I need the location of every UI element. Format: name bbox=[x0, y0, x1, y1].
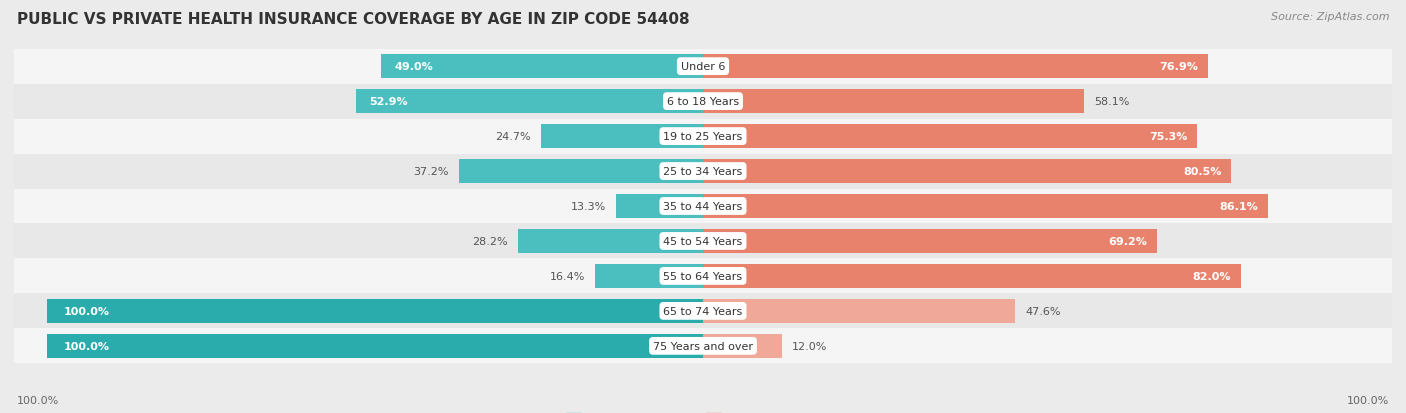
Bar bbox=[595, 264, 703, 288]
Text: 28.2%: 28.2% bbox=[472, 236, 508, 247]
Bar bbox=[14, 119, 1392, 154]
Bar bbox=[703, 55, 1208, 79]
Text: 100.0%: 100.0% bbox=[1347, 395, 1389, 405]
Bar bbox=[703, 230, 1157, 253]
Text: Source: ZipAtlas.com: Source: ZipAtlas.com bbox=[1271, 12, 1389, 22]
Text: 86.1%: 86.1% bbox=[1219, 202, 1258, 211]
Bar bbox=[703, 264, 1241, 288]
Bar bbox=[703, 195, 1268, 218]
Bar bbox=[703, 90, 1084, 114]
Bar bbox=[517, 230, 703, 253]
Text: 58.1%: 58.1% bbox=[1094, 97, 1129, 107]
Text: 16.4%: 16.4% bbox=[550, 271, 585, 281]
Text: 25 to 34 Years: 25 to 34 Years bbox=[664, 166, 742, 177]
Text: 100.0%: 100.0% bbox=[17, 395, 59, 405]
Bar bbox=[703, 334, 782, 358]
Bar bbox=[14, 329, 1392, 363]
Text: 69.2%: 69.2% bbox=[1108, 236, 1147, 247]
Text: 12.0%: 12.0% bbox=[792, 341, 827, 351]
Text: 47.6%: 47.6% bbox=[1025, 306, 1060, 316]
Text: 100.0%: 100.0% bbox=[63, 341, 110, 351]
Text: 76.9%: 76.9% bbox=[1159, 62, 1198, 72]
Bar bbox=[14, 259, 1392, 294]
Bar bbox=[703, 125, 1197, 149]
Text: 80.5%: 80.5% bbox=[1182, 166, 1222, 177]
Text: 75 Years and over: 75 Years and over bbox=[652, 341, 754, 351]
Bar bbox=[703, 160, 1232, 183]
Text: 49.0%: 49.0% bbox=[395, 62, 433, 72]
Bar bbox=[458, 160, 703, 183]
Text: Under 6: Under 6 bbox=[681, 62, 725, 72]
Text: 52.9%: 52.9% bbox=[368, 97, 408, 107]
Bar bbox=[14, 224, 1392, 259]
Text: 82.0%: 82.0% bbox=[1192, 271, 1232, 281]
Bar bbox=[46, 334, 703, 358]
Text: 100.0%: 100.0% bbox=[63, 306, 110, 316]
Text: 24.7%: 24.7% bbox=[495, 132, 531, 142]
Bar bbox=[14, 154, 1392, 189]
Bar bbox=[14, 189, 1392, 224]
Text: 75.3%: 75.3% bbox=[1149, 132, 1187, 142]
Text: 37.2%: 37.2% bbox=[413, 166, 449, 177]
Bar bbox=[46, 299, 703, 323]
Bar bbox=[616, 195, 703, 218]
Bar bbox=[14, 50, 1392, 84]
Bar bbox=[703, 299, 1015, 323]
Text: 13.3%: 13.3% bbox=[571, 202, 606, 211]
Text: PUBLIC VS PRIVATE HEALTH INSURANCE COVERAGE BY AGE IN ZIP CODE 54408: PUBLIC VS PRIVATE HEALTH INSURANCE COVER… bbox=[17, 12, 689, 27]
Text: 6 to 18 Years: 6 to 18 Years bbox=[666, 97, 740, 107]
Bar bbox=[14, 294, 1392, 329]
Bar bbox=[14, 84, 1392, 119]
Bar bbox=[541, 125, 703, 149]
Bar bbox=[356, 90, 703, 114]
Text: 45 to 54 Years: 45 to 54 Years bbox=[664, 236, 742, 247]
Text: 55 to 64 Years: 55 to 64 Years bbox=[664, 271, 742, 281]
Text: 65 to 74 Years: 65 to 74 Years bbox=[664, 306, 742, 316]
Text: 35 to 44 Years: 35 to 44 Years bbox=[664, 202, 742, 211]
Bar bbox=[381, 55, 703, 79]
Text: 19 to 25 Years: 19 to 25 Years bbox=[664, 132, 742, 142]
